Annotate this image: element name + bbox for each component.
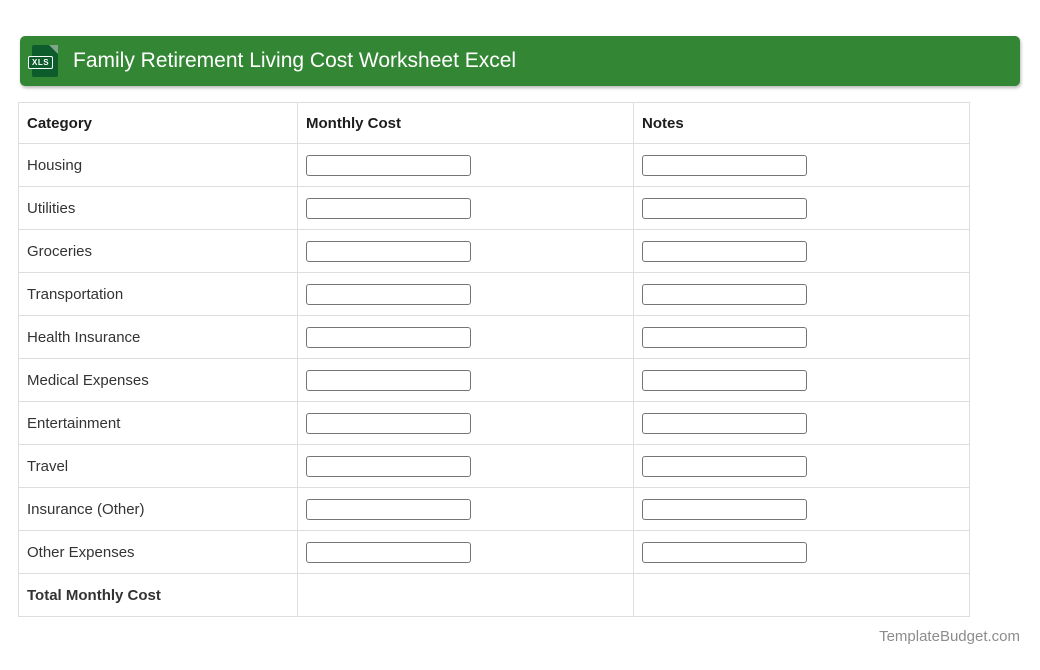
site-credit: TemplateBudget.com bbox=[879, 628, 1020, 645]
category-label: Insurance (Other) bbox=[18, 487, 298, 531]
monthly-cost-cell bbox=[297, 315, 634, 359]
total-row: Total Monthly Cost bbox=[18, 573, 970, 617]
category-label: Other Expenses bbox=[18, 530, 298, 574]
total-monthly-cost-cell bbox=[297, 573, 634, 617]
monthly-cost-cell bbox=[297, 143, 634, 187]
table-row: Travel bbox=[18, 444, 970, 488]
monthly-cost-cell bbox=[297, 401, 634, 445]
category-label: Travel bbox=[18, 444, 298, 488]
category-label: Utilities bbox=[18, 186, 298, 230]
notes-input[interactable] bbox=[642, 498, 807, 520]
table-row: Housing bbox=[18, 143, 970, 187]
notes-input[interactable] bbox=[642, 283, 807, 305]
table-row: Other Expenses bbox=[18, 530, 970, 574]
notes-input[interactable] bbox=[642, 326, 807, 348]
total-row-label: Total Monthly Cost bbox=[18, 573, 298, 617]
monthly-cost-input[interactable] bbox=[306, 326, 471, 348]
category-label: Groceries bbox=[18, 229, 298, 273]
category-label: Medical Expenses bbox=[18, 358, 298, 402]
category-label: Health Insurance bbox=[18, 315, 298, 359]
notes-cell bbox=[633, 358, 970, 402]
xls-badge-label: XLS bbox=[28, 56, 54, 69]
monthly-cost-input[interactable] bbox=[306, 240, 471, 262]
monthly-cost-input[interactable] bbox=[306, 197, 471, 219]
notes-cell bbox=[633, 315, 970, 359]
xls-file-icon-fold bbox=[49, 45, 58, 54]
table-row: Health Insurance bbox=[18, 315, 970, 359]
category-label: Entertainment bbox=[18, 401, 298, 445]
notes-input[interactable] bbox=[642, 369, 807, 391]
total-notes-cell bbox=[633, 573, 970, 617]
table-row: Groceries bbox=[18, 229, 970, 273]
notes-input[interactable] bbox=[642, 541, 807, 563]
monthly-cost-cell bbox=[297, 487, 634, 531]
notes-cell bbox=[633, 186, 970, 230]
notes-input[interactable] bbox=[642, 412, 807, 434]
monthly-cost-cell bbox=[297, 186, 634, 230]
notes-cell bbox=[633, 272, 970, 316]
xls-file-icon: XLS bbox=[28, 45, 58, 77]
category-label: Transportation bbox=[18, 272, 298, 316]
table-row: Transportation bbox=[18, 272, 970, 316]
notes-input[interactable] bbox=[642, 154, 807, 176]
monthly-cost-input[interactable] bbox=[306, 154, 471, 176]
monthly-cost-cell bbox=[297, 444, 634, 488]
monthly-cost-cell bbox=[297, 229, 634, 273]
monthly-cost-input[interactable] bbox=[306, 541, 471, 563]
notes-input[interactable] bbox=[642, 240, 807, 262]
monthly-cost-input[interactable] bbox=[306, 283, 471, 305]
page-title: Family Retirement Living Cost Worksheet … bbox=[73, 49, 517, 72]
living-cost-table: Category Monthly Cost Notes Housing Utili… bbox=[18, 102, 970, 617]
table-row: Entertainment bbox=[18, 401, 970, 445]
notes-cell bbox=[633, 444, 970, 488]
category-label: Housing bbox=[18, 143, 298, 187]
monthly-cost-input[interactable] bbox=[306, 498, 471, 520]
notes-cell bbox=[633, 401, 970, 445]
monthly-cost-cell bbox=[297, 530, 634, 574]
notes-input[interactable] bbox=[642, 197, 807, 219]
table-row: Insurance (Other) bbox=[18, 487, 970, 531]
worksheet-banner: XLS Family Retirement Living Cost Worksh… bbox=[20, 36, 1020, 86]
column-header-monthly-cost: Monthly Cost bbox=[297, 102, 634, 144]
notes-cell bbox=[633, 229, 970, 273]
monthly-cost-cell bbox=[297, 272, 634, 316]
monthly-cost-cell bbox=[297, 358, 634, 402]
monthly-cost-input[interactable] bbox=[306, 455, 471, 477]
table-header-row: Category Monthly Cost Notes bbox=[18, 102, 970, 144]
monthly-cost-input[interactable] bbox=[306, 369, 471, 391]
notes-cell bbox=[633, 530, 970, 574]
column-header-category: Category bbox=[18, 102, 298, 144]
notes-cell bbox=[633, 143, 970, 187]
notes-input[interactable] bbox=[642, 455, 807, 477]
table-row: Medical Expenses bbox=[18, 358, 970, 402]
monthly-cost-input[interactable] bbox=[306, 412, 471, 434]
column-header-notes: Notes bbox=[633, 102, 970, 144]
table-row: Utilities bbox=[18, 186, 970, 230]
notes-cell bbox=[633, 487, 970, 531]
